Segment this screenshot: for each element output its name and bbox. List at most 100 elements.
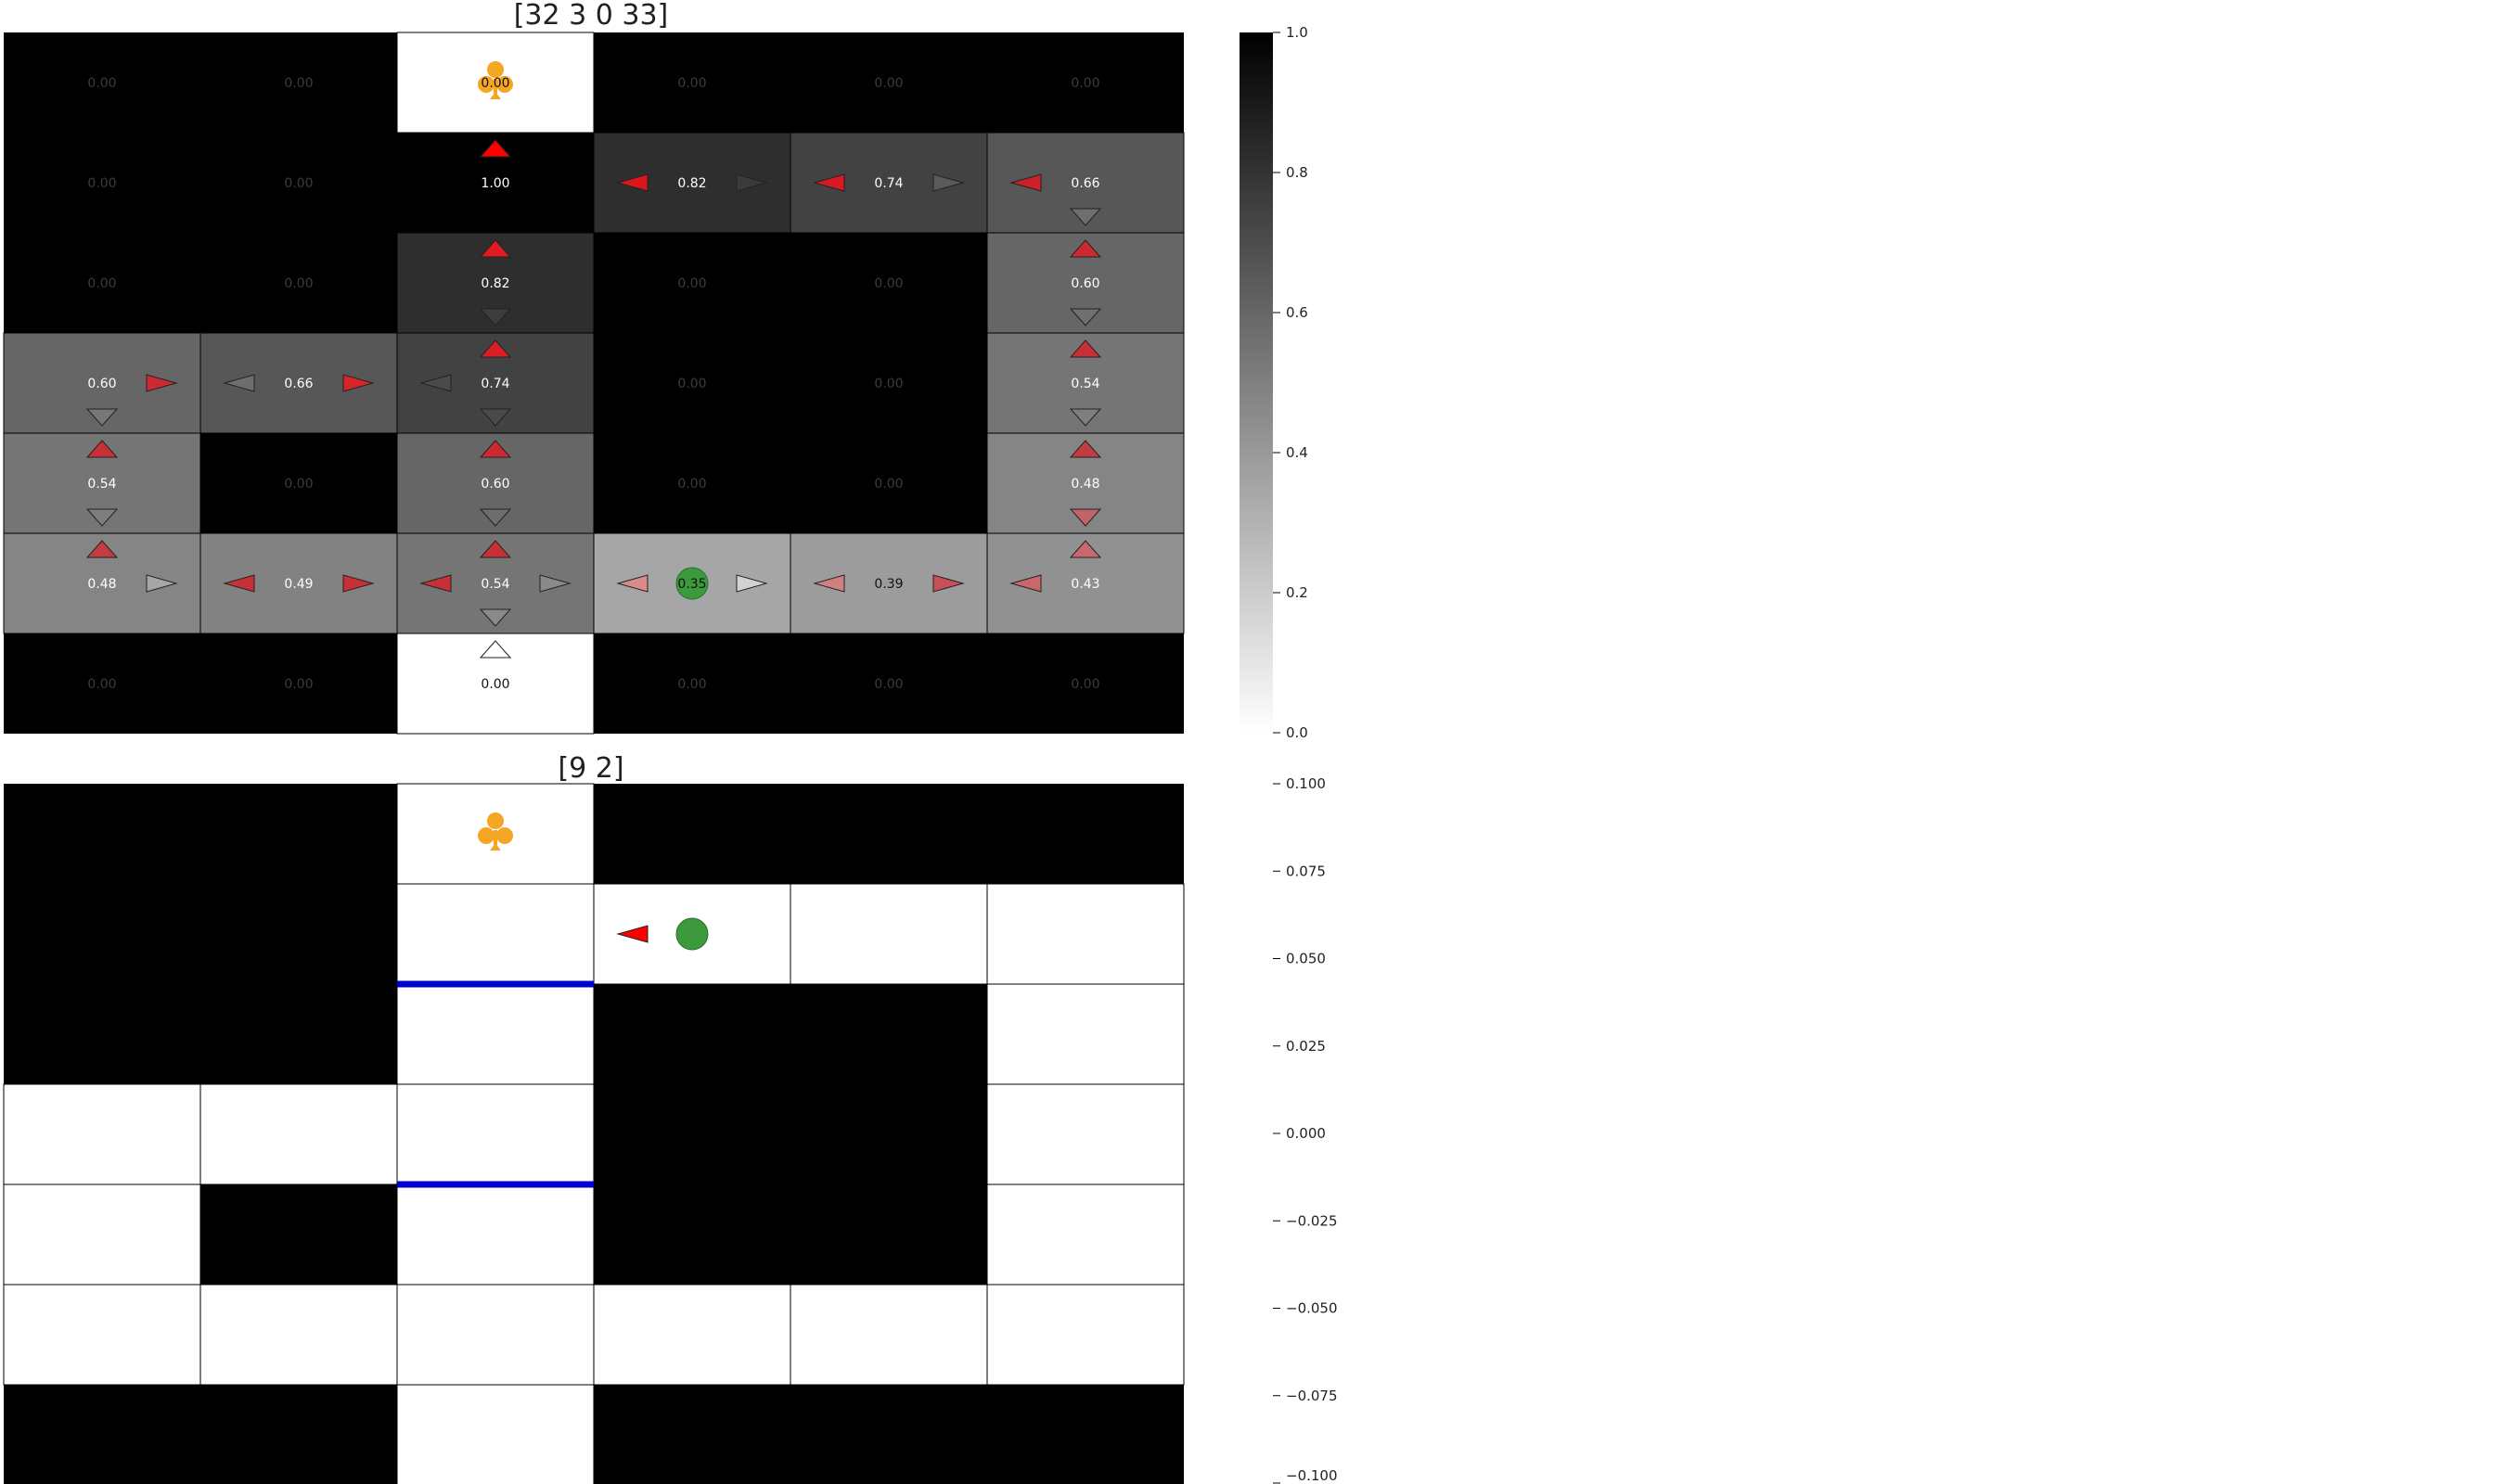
wall-cell	[790, 784, 987, 884]
wall-cell	[200, 1385, 397, 1484]
circle-icon	[675, 917, 709, 951]
wall-cell	[200, 984, 397, 1084]
cell-value-label: 1.00	[481, 176, 509, 191]
wall-cell	[4, 784, 200, 884]
cell-value-label: 0.82	[481, 276, 509, 291]
wall-cell	[4, 984, 200, 1084]
value-colorbar: 0.0 0.2 0.4 0.6 0.8 1.0	[1240, 24, 1308, 741]
wall-cell	[790, 1184, 987, 1285]
value-cell	[4, 133, 200, 233]
colorbar-ticks: 0.0 0.2 0.4 0.6 0.8 1.0	[1273, 24, 1308, 741]
value-cell	[4, 32, 200, 133]
floor-cell	[199, 1083, 398, 1185]
wall-cell	[594, 984, 790, 1084]
value-cell	[200, 32, 397, 133]
floor-cell	[790, 883, 988, 985]
value-cell	[200, 233, 397, 333]
cell-value-label: 0.66	[1071, 176, 1099, 191]
cell-value-label: 0.00	[284, 276, 313, 291]
policy-arrow-down-icon	[1069, 308, 1102, 326]
map-grid-panel: [9 2]	[3, 752, 1185, 1484]
colorbar-gradient	[1240, 32, 1273, 733]
map-grid	[3, 783, 1185, 1484]
wall-cell	[790, 1084, 987, 1184]
policy-arrow-right-icon	[539, 574, 572, 593]
cell-value-label: 0.00	[1071, 677, 1099, 692]
cell-value-label: 0.82	[677, 176, 706, 191]
club-icon	[478, 61, 513, 99]
value-cell	[987, 633, 1184, 734]
colorbar-tick-label: 0.050	[1286, 951, 1326, 967]
wall-cell	[987, 784, 1184, 884]
floor-cell	[3, 1183, 201, 1286]
value-cell	[790, 333, 987, 433]
policy-arrow-left-icon	[616, 574, 649, 593]
cell-value-label: 0.00	[284, 76, 313, 91]
floor-cell	[593, 1284, 791, 1386]
policy-arrow-down-icon	[1069, 408, 1102, 427]
wall-cell	[200, 784, 397, 884]
colorbar-tick-label: −0.100	[1286, 1467, 1338, 1484]
circle-icon	[675, 567, 709, 600]
wall-cell	[4, 884, 200, 984]
cell-value-label: 0.00	[87, 176, 116, 191]
cell-value-label: 0.00	[677, 677, 706, 692]
value-cell	[594, 633, 790, 734]
cell-value-label: 0.00	[481, 677, 509, 692]
wall-cell	[594, 1084, 790, 1184]
cell-value-label: 0.00	[481, 76, 509, 91]
policy-arrow-up-icon	[1069, 339, 1102, 358]
cell-value-label: 0.54	[87, 477, 116, 492]
cell-value-label: 0.74	[874, 176, 903, 191]
value-cell	[790, 433, 987, 533]
cell-value-label: 0.00	[284, 677, 313, 692]
floor-cell	[986, 983, 1185, 1085]
colorbar-tick-label: 0.000	[1286, 1125, 1326, 1142]
policy-arrow-down-icon	[479, 508, 512, 527]
cell-value-label: 0.00	[284, 477, 313, 492]
policy-arrow-left-icon	[1009, 173, 1042, 192]
value-cell	[790, 633, 987, 734]
policy-arrow-up-icon	[479, 440, 512, 458]
floor-cell	[199, 1284, 398, 1386]
cell-value-label: 0.00	[874, 76, 903, 91]
policy-arrow-down-icon	[479, 308, 512, 326]
policy-arrow-up-icon	[479, 139, 512, 158]
floor-cell	[986, 1183, 1185, 1286]
colorbar-tick-label: 0.4	[1286, 444, 1308, 461]
value-cell	[594, 233, 790, 333]
policy-arrow-up-icon	[479, 339, 512, 358]
value-cell	[790, 32, 987, 133]
policy-arrow-up-icon	[1069, 540, 1102, 558]
policy-arrow-right-icon	[146, 574, 178, 593]
wall-cell	[594, 1385, 790, 1484]
cell-value-label: 0.60	[87, 377, 116, 391]
value-cell	[594, 433, 790, 533]
value-cell	[987, 32, 1184, 133]
policy-arrow-up-icon	[1069, 440, 1102, 458]
policy-arrow-up-icon	[1069, 239, 1102, 258]
policy-arrow-up-icon	[85, 440, 119, 458]
policy-arrow-left-icon	[1009, 574, 1042, 593]
policy-arrow-right-icon	[932, 173, 965, 192]
cell-value-label: 0.00	[677, 377, 706, 391]
cell-value-label: 0.00	[1071, 76, 1099, 91]
floor-cell	[396, 1183, 595, 1286]
cell-value-label: 0.00	[87, 76, 116, 91]
policy-arrow-left-icon	[813, 574, 845, 593]
cell-value-label: 0.48	[87, 577, 116, 592]
cell-value-label: 0.43	[1071, 577, 1099, 592]
cell-value-label: 0.54	[1071, 377, 1099, 391]
colorbar-tick-label: 0.2	[1286, 584, 1308, 601]
policy-arrow-right-icon	[342, 574, 375, 593]
club-icon	[478, 812, 513, 851]
value-grid: 0.00 0.00 0.00 0.00 0.00 0.00 0.00 0.00 1.00 0.82…	[3, 32, 1185, 735]
top-panel-title: [32 3 0 33]	[514, 0, 669, 32]
policy-arrow-right-icon	[736, 173, 768, 192]
policy-arrow-up-icon	[479, 540, 512, 558]
colorbar-tick-label: 0.8	[1286, 164, 1308, 181]
floor-cell	[3, 1284, 201, 1386]
colorbar-tick-label: 0.025	[1286, 1038, 1326, 1055]
policy-arrow-right-icon	[932, 574, 965, 593]
policy-arrow-left-icon	[223, 374, 255, 392]
